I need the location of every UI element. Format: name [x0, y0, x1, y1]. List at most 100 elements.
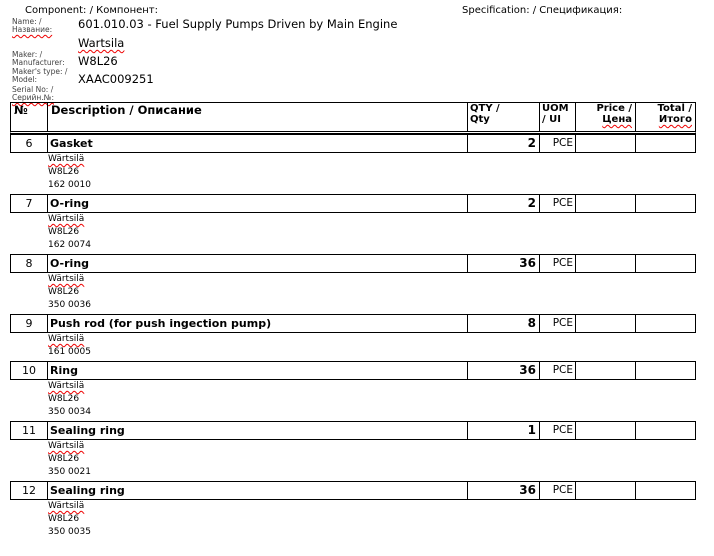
item-details: Wärtsilä W8L26 162 0074: [10, 213, 696, 252]
item-qty: 36: [468, 362, 540, 379]
item-maker: Wärtsilä: [48, 334, 85, 344]
item-name: Push rod (for push ingection pump): [48, 315, 468, 332]
name-label: Name: / Название:: [12, 17, 53, 34]
item-price: [576, 135, 636, 152]
item-uom: PCE: [540, 482, 576, 499]
item-code: 162 0010: [48, 180, 91, 190]
item-maker: Wärtsilä: [48, 381, 85, 391]
item-model: W8L26: [48, 394, 80, 404]
item-price: [576, 315, 636, 332]
table-row: 11 Sealing ring 1 PCE: [10, 421, 696, 440]
col-total: Total / Итого: [657, 103, 692, 125]
item-maker: Wärtsilä: [48, 441, 85, 451]
item-maker: Wärtsilä: [48, 501, 85, 511]
item-model: W8L26: [48, 514, 80, 524]
item-model: W8L26: [48, 287, 80, 297]
table-row: 7 O-ring 2 PCE: [10, 194, 696, 213]
item-no: 10: [11, 362, 48, 379]
table-row: 12 Sealing ring 36 PCE: [10, 481, 696, 500]
maker-value: Wartsila: [78, 36, 125, 50]
item-qty: 36: [468, 482, 540, 499]
item-maker: Wärtsilä: [48, 214, 85, 224]
col-qty: QTY / Qty: [468, 103, 540, 131]
item-model: W8L26: [48, 227, 80, 237]
table-row: 6 Gasket 2 PCE: [10, 134, 696, 153]
item-price: [576, 362, 636, 379]
item-code: 350 0036: [48, 300, 91, 310]
item-total: [636, 255, 695, 272]
item-price: [576, 422, 636, 439]
item-name: Sealing ring: [48, 482, 468, 499]
table-row: 10 Ring 36 PCE: [10, 361, 696, 380]
item-block: 6 Gasket 2 PCE Wärtsilä W8L26 162 0010: [10, 134, 696, 194]
item-name: Gasket: [48, 135, 468, 152]
item-details: Wärtsilä W8L26 350 0034: [10, 380, 696, 419]
item-block: 10 Ring 36 PCE Wärtsilä W8L26 350 0034: [10, 361, 696, 421]
item-uom: PCE: [540, 135, 576, 152]
item-uom: PCE: [540, 195, 576, 212]
type-label: Maker's type: / Model:: [12, 67, 68, 84]
item-details: Wärtsilä W8L26 350 0035: [10, 500, 696, 539]
item-total: [636, 135, 695, 152]
col-description: Description / Описание: [48, 103, 468, 131]
col-price: Price / Цена: [576, 103, 636, 131]
item-maker: Wärtsilä: [48, 154, 85, 164]
item-no: 9: [11, 315, 48, 332]
items-list: 6 Gasket 2 PCE Wärtsilä W8L26 162 0010 7 O-ring 2…: [10, 134, 696, 541]
col-uom: UOM / UI: [540, 103, 576, 131]
specification-label: Specification: / Спецификация:: [462, 5, 623, 16]
item-block: 12 Sealing ring 36 PCE Wärtsilä W8L26 350 0035: [10, 481, 696, 541]
item-model: W8L26: [48, 454, 80, 464]
item-code: 162 0074: [48, 240, 91, 250]
item-total: [636, 422, 695, 439]
item-no: 12: [11, 482, 48, 499]
item-qty: 1: [468, 422, 540, 439]
item-qty: 36: [468, 255, 540, 272]
table-header: № Description / Описание QTY / Qty UOM / U…: [10, 102, 696, 134]
col-no: №: [11, 103, 48, 131]
item-no: 7: [11, 195, 48, 212]
item-name: O-ring: [48, 255, 468, 272]
item-uom: PCE: [540, 362, 576, 379]
item-maker: Wärtsilä: [48, 274, 85, 284]
item-qty: 2: [468, 135, 540, 152]
item-block: 11 Sealing ring 1 PCE Wärtsilä W8L26 350 0021: [10, 421, 696, 481]
item-model: W8L26: [48, 167, 80, 177]
item-block: 9 Push rod (for push ingection pump) 8 PCE W…: [10, 314, 696, 361]
item-code: 350 0034: [48, 407, 91, 417]
component-label: Component: / Компонент:: [25, 5, 158, 16]
item-qty: 8: [468, 315, 540, 332]
model-value: W8L26: [78, 54, 118, 68]
item-code: 350 0021: [48, 467, 91, 477]
item-details: Wärtsilä W8L26 350 0036: [10, 273, 696, 312]
maker-label: Maker: / Manufacturer:: [12, 50, 65, 67]
item-details: Wärtsilä 161 0005: [10, 333, 696, 359]
item-block: 8 O-ring 36 PCE Wärtsilä W8L26 350 0036: [10, 254, 696, 314]
item-name: Sealing ring: [48, 422, 468, 439]
item-price: [576, 195, 636, 212]
item-total: [636, 195, 695, 212]
table-row: 8 O-ring 36 PCE: [10, 254, 696, 273]
component-name: 601.010.03 - Fuel Supply Pumps Driven by…: [78, 17, 398, 31]
item-no: 11: [11, 422, 48, 439]
table-row: 9 Push rod (for push ingection pump) 8 PCE: [10, 314, 696, 333]
item-code: 161 0005: [48, 347, 91, 357]
item-no: 6: [11, 135, 48, 152]
serial-label: Serial No: / Серийн.№:: [12, 85, 54, 102]
item-uom: PCE: [540, 422, 576, 439]
item-code: 350 0035: [48, 527, 91, 537]
item-details: Wärtsilä W8L26 162 0010: [10, 153, 696, 192]
item-total: [636, 482, 695, 499]
item-total: [636, 362, 695, 379]
item-name: O-ring: [48, 195, 468, 212]
item-total: [636, 315, 695, 332]
item-qty: 2: [468, 195, 540, 212]
item-price: [576, 482, 636, 499]
item-details: Wärtsilä W8L26 350 0021: [10, 440, 696, 479]
item-name: Ring: [48, 362, 468, 379]
item-block: 7 O-ring 2 PCE Wärtsilä W8L26 162 0074: [10, 194, 696, 254]
item-price: [576, 255, 636, 272]
item-no: 8: [11, 255, 48, 272]
item-uom: PCE: [540, 315, 576, 332]
item-uom: PCE: [540, 255, 576, 272]
